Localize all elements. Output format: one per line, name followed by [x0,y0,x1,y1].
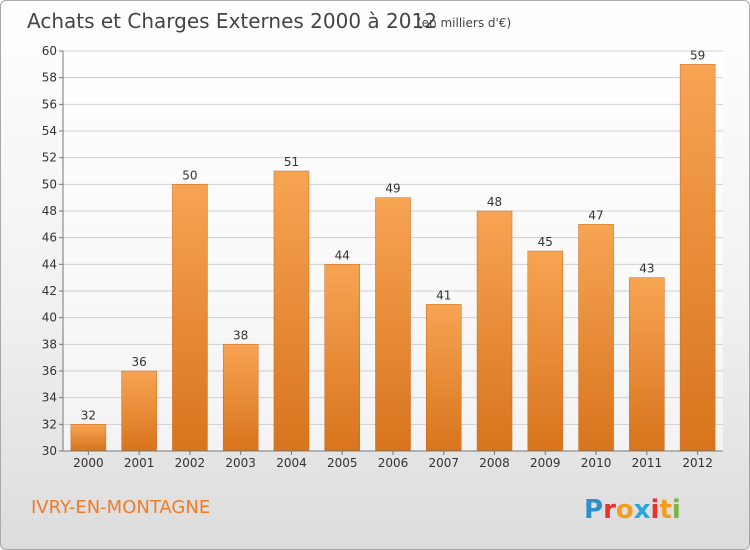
logo-letter: x [634,495,651,525]
bar [629,277,665,452]
x-tick-label: 2007 [428,456,459,470]
bar [324,264,360,452]
chart-title: Achats et Charges Externes 2000 à 2012 [27,9,437,33]
bar-value-label: 32 [81,408,96,422]
bar [476,210,513,452]
y-tick-label: 34 [42,391,57,405]
chart-subtitle: (en milliers d'€) [417,16,511,30]
bar-value-label: 48 [487,195,502,209]
x-tick-label: 2005 [327,456,358,470]
bar [172,184,208,452]
bar-value-label: 51 [284,155,299,169]
y-tick-label: 36 [42,364,57,378]
y-tick-label: 60 [42,44,57,58]
bar-value-label: 59 [690,48,705,62]
bar-value-label: 38 [233,328,248,342]
bar [527,250,564,452]
logo-text: Proxiti [584,495,681,525]
y-tick-label: 42 [42,284,57,298]
x-tick-label: 2012 [682,456,713,470]
y-tick-label: 46 [42,231,57,245]
bar [273,170,310,452]
logo-letter: i [672,495,681,525]
y-axis: 30 32 34 36 38 40 42 44 46 48 50 52 54 56 58 60 [42,44,64,458]
bars-layer: 32 36 50 38 51 44 49 41 48 45 47 43 59 [70,48,716,452]
bar [426,304,462,452]
y-tick-label: 58 [42,71,57,85]
bar-value-label: 44 [335,248,350,262]
bar-value-label: 36 [132,355,147,369]
commune-name: IVRY-EN-MONTAGNE [31,497,210,518]
bar-value-label: 41 [436,288,451,302]
y-tick-label: 38 [42,337,57,351]
y-tick-label: 50 [42,177,57,191]
x-tick-label: 2006 [378,456,409,470]
y-tick-label: 48 [42,204,57,218]
y-tick-label: 56 [42,97,57,111]
bar-value-label: 50 [182,168,197,182]
bar [375,197,411,452]
y-tick-label: 44 [42,257,57,271]
x-tick-label: 2010 [581,456,612,470]
proxiti-logo: Proxiti [584,495,681,525]
x-tick-label: 2004 [276,456,307,470]
y-tick-label: 32 [42,417,57,431]
x-tick-label: 2000 [73,456,104,470]
bar [222,344,259,452]
x-axis: 2000 2001 2002 2003 2004 2005 2006 2007 2008 2009… [63,450,723,470]
logo-letter: t [659,495,671,525]
logo-letter: r [603,495,616,525]
y-tick-label: 40 [42,311,57,325]
bar [70,424,107,452]
logo-letter: i [651,495,660,525]
x-tick-label: 2003 [225,456,256,470]
x-tick-label: 2011 [632,456,663,470]
logo-letter: P [584,495,603,525]
y-tick-label: 30 [42,444,57,458]
x-tick-label: 2009 [530,456,561,470]
y-tick-label: 52 [42,151,57,165]
x-tick-label: 2008 [479,456,510,470]
bar-value-label: 43 [639,262,654,276]
x-tick-label: 2002 [175,456,206,470]
x-tick-label: 2001 [124,456,155,470]
bar [121,370,157,452]
bar [578,224,614,452]
bar-value-label: 45 [538,235,553,249]
logo-letter: o [616,495,634,525]
bar-value-label: 49 [385,182,400,196]
bar [679,64,716,452]
bar-value-label: 47 [588,208,603,222]
y-tick-label: 54 [42,124,57,138]
